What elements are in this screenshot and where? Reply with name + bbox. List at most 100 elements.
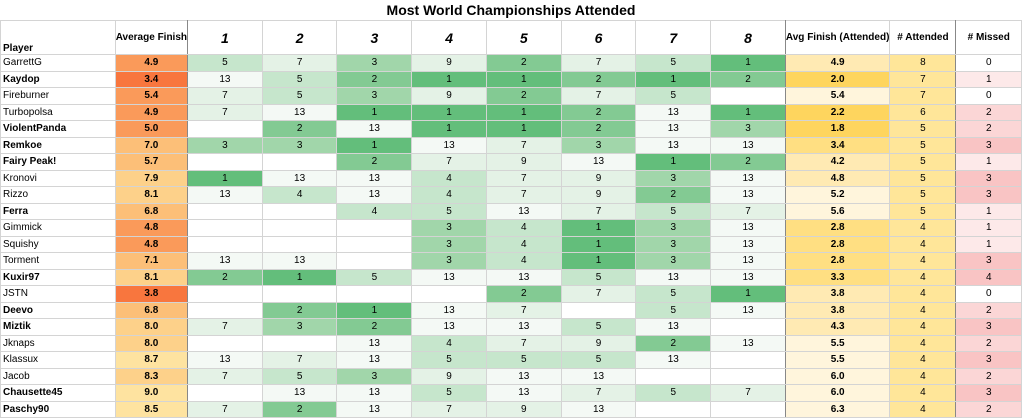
event-finish-cell: 7 — [187, 367, 263, 385]
average-finish-cell: 3.4 — [114, 70, 189, 88]
event-finish-cell: 5 — [635, 384, 712, 402]
average-finish-cell: 3.8 — [114, 285, 189, 303]
event-finish-cell: 9 — [560, 169, 637, 187]
avg-finish-attended-cell: 4.3 — [784, 318, 891, 336]
attended-cell: 4 — [889, 367, 957, 385]
table-row: Ferra 6.8 4 5 13 7 5 7 5.6 5 1 — [0, 202, 1022, 220]
event-finish-cell: 13 — [261, 169, 338, 187]
event-finish-cell: 1 — [187, 169, 263, 187]
player-name: Jacob — [0, 367, 116, 385]
event-finish-cell: 3 — [336, 367, 413, 385]
event-finish-cell: 7 — [485, 334, 562, 352]
event-finish-cell: 7 — [560, 384, 637, 402]
player-name: Fireburner — [0, 87, 116, 105]
event-finish-cell: 5 — [261, 70, 338, 88]
event-finish-cell — [635, 367, 712, 385]
avg-finish-attended-cell: 6.0 — [784, 367, 891, 385]
event-finish-cell: 4 — [485, 252, 562, 270]
event-finish-cell: 4 — [336, 202, 413, 220]
player-name: Fairy Peak! — [0, 153, 116, 171]
event-finish-cell: 5 — [635, 285, 712, 303]
event-finish-cell: 7 — [485, 136, 562, 154]
player-name: Deevo — [0, 301, 116, 319]
event-finish-cell — [336, 219, 413, 237]
event-finish-cell: 2 — [485, 285, 562, 303]
event-finish-cell: 5 — [635, 87, 712, 105]
attended-cell: 5 — [889, 186, 957, 204]
event-finish-cell: 2 — [261, 301, 338, 319]
average-finish-cell: 5.0 — [114, 120, 189, 138]
event-finish-cell: 2 — [710, 153, 786, 171]
average-finish-cell: 6.8 — [114, 202, 189, 220]
missed-cell: 3 — [955, 318, 1022, 336]
event-finish-cell: 5 — [187, 54, 263, 72]
event-finish-cell: 3 — [635, 169, 712, 187]
event-finish-cell: 4 — [411, 334, 487, 352]
event-finish-cell: 2 — [560, 103, 637, 121]
attended-cell: 4 — [889, 318, 957, 336]
event-finish-cell: 13 — [187, 252, 263, 270]
table-row: Remkoe 7.0 3 3 1 13 7 3 13 13 3.4 5 3 — [0, 136, 1022, 154]
player-name: Ferra — [0, 202, 116, 220]
player-name: GarrettG — [0, 54, 116, 72]
average-finish-cell: 5.7 — [114, 153, 189, 171]
event-finish-cell: 13 — [635, 318, 712, 336]
attended-cell: 5 — [889, 120, 957, 138]
event-finish-cell: 3 — [635, 219, 712, 237]
avg-finish-attended-cell: 5.4 — [784, 87, 891, 105]
header-event: 3 — [336, 20, 413, 55]
event-finish-cell — [187, 285, 263, 303]
header-avg-finish-attended: Avg Finish (Attended) — [784, 20, 891, 55]
event-finish-cell: 1 — [336, 136, 413, 154]
event-finish-cell: 5 — [411, 351, 487, 369]
attended-cell: 6 — [889, 103, 957, 121]
event-finish-cell: 7 — [187, 400, 263, 418]
missed-cell: 3 — [955, 384, 1022, 402]
event-finish-cell: 7 — [187, 87, 263, 105]
avg-finish-attended-cell: 5.5 — [784, 351, 891, 369]
event-finish-cell: 7 — [710, 384, 786, 402]
event-finish-cell: 1 — [485, 103, 562, 121]
avg-finish-attended-cell: 2.2 — [784, 103, 891, 121]
table-row: ViolentPanda 5.0 2 13 1 1 2 13 3 1.8 5 2 — [0, 120, 1022, 138]
player-name: Kaydop — [0, 70, 116, 88]
missed-cell: 3 — [955, 186, 1022, 204]
header-event: 1 — [187, 20, 263, 55]
event-finish-cell: 2 — [187, 268, 263, 286]
event-finish-cell: 13 — [710, 301, 786, 319]
event-finish-cell: 2 — [560, 70, 637, 88]
event-finish-cell — [560, 301, 637, 319]
event-finish-cell: 7 — [187, 318, 263, 336]
event-finish-cell: 7 — [710, 202, 786, 220]
event-finish-cell: 5 — [560, 268, 637, 286]
avg-finish-attended-cell: 1.8 — [784, 120, 891, 138]
event-finish-cell: 3 — [560, 136, 637, 154]
header-event: 2 — [261, 20, 338, 55]
event-finish-cell — [261, 219, 338, 237]
event-finish-cell: 3 — [411, 235, 487, 253]
event-finish-cell: 5 — [336, 268, 413, 286]
missed-cell: 1 — [955, 202, 1022, 220]
missed-cell: 1 — [955, 153, 1022, 171]
event-finish-cell: 13 — [187, 186, 263, 204]
missed-cell: 1 — [955, 219, 1022, 237]
event-finish-cell: 13 — [710, 252, 786, 270]
attended-cell: 4 — [889, 268, 957, 286]
header-missed: # Missed — [955, 20, 1022, 55]
event-finish-cell: 1 — [560, 219, 637, 237]
event-finish-cell: 3 — [336, 87, 413, 105]
event-finish-cell: 1 — [635, 153, 712, 171]
event-finish-cell: 13 — [336, 351, 413, 369]
event-finish-cell — [261, 334, 338, 352]
average-finish-cell: 7.0 — [114, 136, 189, 154]
event-finish-cell: 4 — [485, 235, 562, 253]
event-finish-cell: 5 — [485, 351, 562, 369]
event-finish-cell: 13 — [485, 384, 562, 402]
event-finish-cell — [336, 285, 413, 303]
missed-cell: 2 — [955, 120, 1022, 138]
average-finish-cell: 8.3 — [114, 367, 189, 385]
event-finish-cell: 2 — [336, 318, 413, 336]
attended-cell: 4 — [889, 334, 957, 352]
average-finish-cell: 4.9 — [114, 54, 189, 72]
event-finish-cell: 7 — [411, 153, 487, 171]
